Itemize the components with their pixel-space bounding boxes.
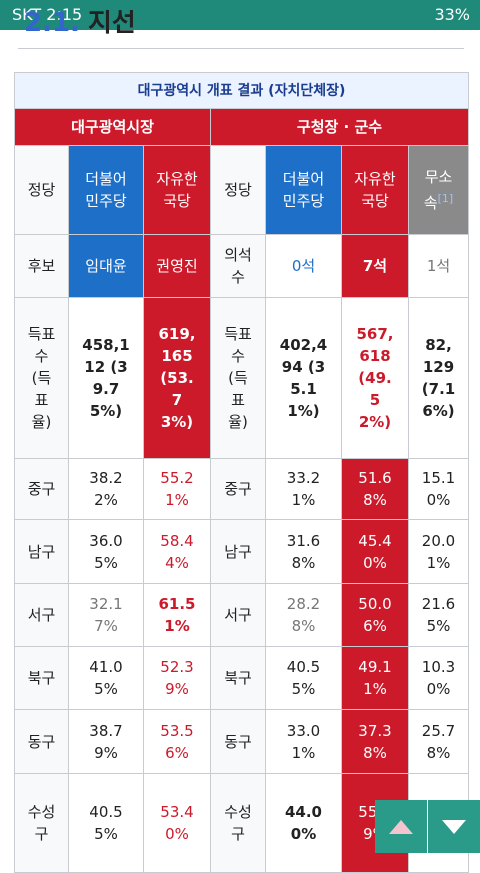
row-label: 동구 [14, 709, 69, 774]
row-label: 서구 [210, 583, 266, 647]
cell: 임대윤 [68, 234, 144, 298]
row-label: 수성구 [14, 773, 69, 873]
row-label: 남구 [210, 519, 266, 584]
table-row: 남구 36.05% 58.44% 남구 31.68% 45.40% 20.01% [14, 519, 469, 584]
row-label: 정당 [210, 145, 266, 235]
cell: 50.06% [341, 583, 409, 647]
cell: 0석 [265, 234, 342, 298]
caption-row: 대구광역시 개표 결과 (자치단체장) [14, 72, 469, 109]
cell: 31.68% [265, 519, 342, 584]
cell: 7석 [341, 234, 409, 298]
cell: 더불어민주당 [68, 145, 144, 235]
row-label: 동구 [210, 709, 266, 774]
cell: 52.39% [143, 646, 211, 710]
cell: 자유한국당 [341, 145, 409, 235]
cell: 21.65% [408, 583, 469, 647]
table-row: 후보 임대윤 권영진 의석수 0석 7석 1석 [14, 234, 469, 298]
scroll-up[interactable] [375, 800, 427, 853]
cell: 15.10% [408, 458, 469, 520]
cell: 자유한국당 [143, 145, 211, 235]
group-header: 대구광역시장 [14, 108, 211, 146]
battery: 33% [434, 5, 470, 24]
cell: 32.17% [68, 583, 144, 647]
cell: 20.01% [408, 519, 469, 584]
table-caption: 대구광역시 개표 결과 (자치단체장) [14, 72, 469, 109]
row-label: 후보 [14, 234, 69, 298]
cell: 무소속[1] [408, 145, 469, 235]
cell: 1석 [408, 234, 469, 298]
cell: 619,165 (53.73%) [143, 297, 211, 459]
table-row: 북구 41.05% 52.39% 북구 40.55% 49.11% 10.30% [14, 646, 469, 710]
group-header: 구청장 · 군수 [210, 108, 469, 146]
row-label: 남구 [14, 519, 69, 584]
cell: 28.28% [265, 583, 342, 647]
cell: 49.11% [341, 646, 409, 710]
row-label: 정당 [14, 145, 69, 235]
cell: 58.44% [143, 519, 211, 584]
cell: 36.05% [68, 519, 144, 584]
carrier-time: SKT 2:15 [12, 5, 83, 24]
cell: 61.51% [143, 583, 211, 647]
cell: 33.21% [265, 458, 342, 520]
cell: 567,618 (49.52%) [341, 297, 409, 459]
row-label: 북구 [210, 646, 266, 710]
row-label: 수성구 [210, 773, 266, 873]
section-number: 2.1. [24, 10, 80, 38]
scroll-down[interactable] [428, 800, 480, 853]
table-row: 득표수 (득표율) 458,112 (39.75%) 619,165 (53.73%… [14, 297, 469, 459]
group-row: 대구광역시장 구청장 · 군수 [14, 108, 469, 146]
cell: 51.68% [341, 458, 409, 520]
row-label: 의석수 [210, 234, 266, 298]
scroll-buttons [375, 800, 480, 853]
cell: 권영진 [143, 234, 211, 298]
cell: 33.01% [265, 709, 342, 774]
results-table: 대구광역시 개표 결과 (자치단체장) 대구광역시장 구청장 · 군수 정당 더불어민주… [14, 72, 469, 873]
table-row: 동구 38.79% 53.56% 동구 33.01% 37.38% 25.78% [14, 709, 469, 774]
section-title: 지선 [87, 10, 136, 38]
cell: 41.05% [68, 646, 144, 710]
row-label: 북구 [14, 646, 69, 710]
row-label: 중구 [14, 458, 69, 520]
cell: 82,129 (7.16%) [408, 297, 469, 459]
row-label: 득표수 (득표율) [210, 297, 266, 459]
footnote-link[interactable]: [1] [437, 192, 454, 205]
cell: 10.30% [408, 646, 469, 710]
cell: 402,494 (35.11%) [265, 297, 342, 459]
row-label: 중구 [210, 458, 266, 520]
status-bar: SKT 2:15 33% [0, 0, 480, 30]
cell: 38.22% [68, 458, 144, 520]
table-row: 서구 32.17% 61.51% 서구 28.28% 50.06% 21.65% [14, 583, 469, 647]
section-heading: 2.1. 지선 [18, 10, 464, 49]
table-row: 중구 38.22% 55.21% 중구 33.21% 51.68% 15.10% [14, 458, 469, 520]
cell: 40.55% [265, 646, 342, 710]
cell: 38.79% [68, 709, 144, 774]
cell: 더불어민주당 [265, 145, 342, 235]
table-row: 정당 더불어민주당 자유한국당 정당 더불어민주당 자유한국당 무소속[1] [14, 145, 469, 235]
row-label: 서구 [14, 583, 69, 647]
cell: 25.78% [408, 709, 469, 774]
cell: 55.21% [143, 458, 211, 520]
cell: 458,112 (39.75%) [68, 297, 144, 459]
cell: 53.56% [143, 709, 211, 774]
cell: 40.55% [68, 773, 144, 873]
row-label: 득표수 (득표율) [14, 297, 69, 459]
cell: 45.40% [341, 519, 409, 584]
cell: 53.40% [143, 773, 211, 873]
cell: 37.38% [341, 709, 409, 774]
cell: 44.00% [265, 773, 342, 873]
